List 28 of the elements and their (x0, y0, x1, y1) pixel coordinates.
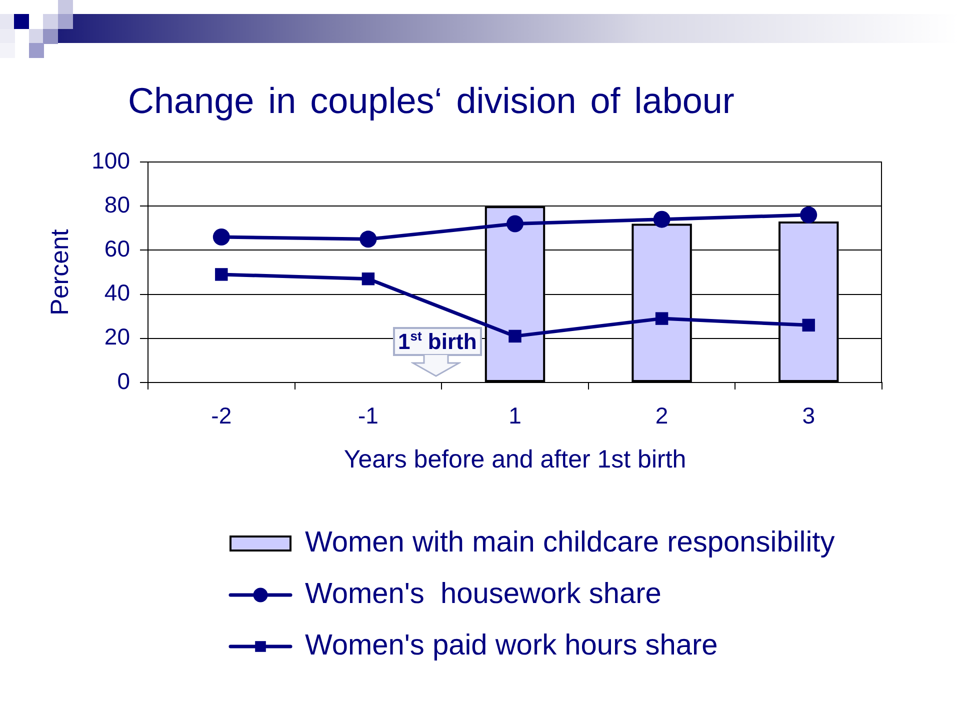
chart-title: Change in couples‘ division of labour (128, 80, 734, 122)
point (802, 318, 815, 332)
x-tick-label: -1 (358, 402, 378, 429)
y-axis-title: Percent (46, 229, 74, 316)
x-axis-title: Years before and after 1st birth (344, 445, 686, 474)
y-tick-label: 40 (104, 280, 130, 306)
annotation: 1$^{st}$ birth (393, 327, 482, 356)
point (653, 210, 670, 228)
point (800, 206, 818, 224)
x-tick-label: 2 (655, 402, 668, 429)
point (506, 215, 524, 232)
y-tick-label: 80 (104, 191, 130, 218)
y-tick-label: 0 (117, 368, 130, 394)
point (655, 312, 668, 325)
legend-label: Women's paid work hours share (305, 630, 718, 662)
x-tick-label: 3 (802, 402, 815, 429)
point (508, 330, 522, 343)
y-tick-label: 20 (104, 324, 130, 350)
x-tick-label: -2 (211, 402, 232, 429)
point (215, 268, 228, 281)
y-tick-label: 100 (92, 147, 130, 174)
y-tick-label: 60 (104, 236, 130, 262)
point (362, 272, 375, 286)
point (212, 228, 230, 246)
point (360, 230, 377, 248)
legend-label: Women's housework share (305, 578, 662, 610)
x-tick-label: 1 (508, 402, 522, 429)
legend-label: Women with main childcare responsibility (305, 526, 836, 558)
